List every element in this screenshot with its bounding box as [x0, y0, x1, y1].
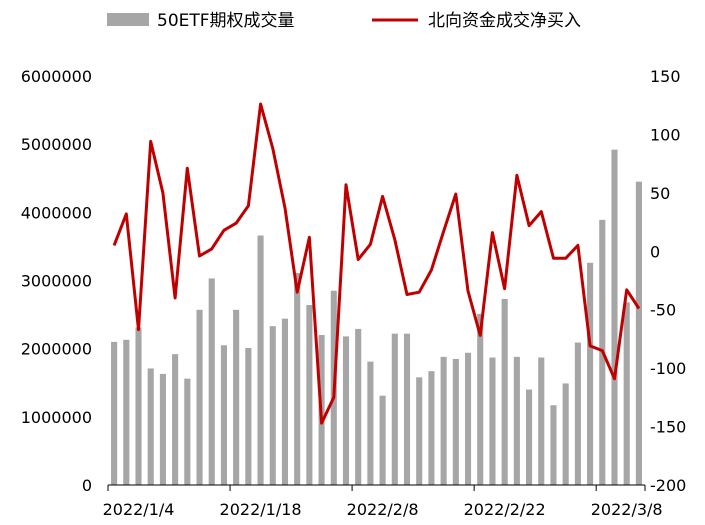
bar — [489, 357, 496, 485]
right-tick-label: -100 — [650, 359, 686, 378]
bar — [184, 378, 191, 485]
bar — [562, 383, 569, 485]
bar — [245, 347, 252, 485]
bar — [623, 302, 630, 485]
bar-series — [111, 149, 642, 486]
bar — [111, 341, 118, 485]
bar — [635, 181, 642, 486]
legend-bar-swatch — [107, 13, 149, 26]
bar — [159, 373, 166, 485]
x-tick-label: 2022/1/4 — [103, 500, 175, 519]
bar — [342, 336, 350, 485]
legend-line-label: 北向资金成交净买入 — [428, 11, 581, 31]
bar — [208, 278, 215, 485]
bar — [440, 356, 447, 485]
left-tick-label: 2000000 — [21, 340, 92, 359]
left-tick-label: 3000000 — [21, 272, 92, 291]
bar — [196, 309, 203, 485]
bar — [574, 342, 581, 485]
bar — [513, 356, 520, 485]
bar — [269, 326, 276, 485]
bar — [428, 371, 435, 485]
bar — [135, 327, 142, 485]
bar — [611, 149, 618, 485]
x-tick-label: 2022/2/8 — [347, 500, 419, 519]
left-tick-label: 4000000 — [21, 203, 92, 222]
bar — [477, 313, 484, 485]
right-tick-label: 150 — [650, 67, 681, 86]
bar — [294, 273, 301, 485]
bar — [391, 333, 398, 485]
line-series — [112, 102, 641, 425]
bar — [587, 262, 594, 485]
x-axis-ticks: 2022/1/4 2022/1/18 2022/2/8 2022/2/22 2022/3… — [103, 485, 663, 519]
bar — [452, 358, 459, 485]
right-tick-label: 50 — [650, 184, 670, 203]
right-tick-label: 0 — [650, 242, 660, 261]
bar — [306, 305, 313, 485]
bar — [416, 377, 423, 485]
bar — [147, 368, 154, 485]
left-tick-label: 0 — [82, 476, 92, 495]
left-tick-label: 1000000 — [21, 408, 92, 427]
bar — [123, 339, 130, 485]
bar — [281, 318, 289, 485]
right-tick-label: 100 — [650, 125, 681, 144]
x-tick-label: 2022/2/22 — [464, 500, 546, 519]
bar — [464, 352, 472, 485]
bar — [526, 389, 533, 485]
left-tick-label: 5000000 — [21, 135, 92, 154]
left-tick-label: 6000000 — [21, 67, 92, 86]
bar — [550, 405, 557, 485]
right-axis-ticks: -200 -150 -100 -50 0 50 100 150 — [650, 67, 686, 495]
x-tick-label: 2022/1/18 — [220, 500, 302, 519]
bar — [367, 361, 374, 485]
legend: 50ETF期权成交量 北向资金成交净买入 — [107, 11, 581, 31]
bar — [257, 235, 264, 485]
bar — [501, 298, 508, 485]
bar — [233, 309, 240, 485]
bar — [379, 395, 386, 485]
bar — [538, 357, 545, 485]
legend-bar-label: 50ETF期权成交量 — [157, 11, 295, 31]
bar — [220, 345, 227, 485]
x-tick-label: 2022/3/8 — [591, 500, 663, 519]
right-tick-label: -50 — [650, 301, 676, 320]
bar — [172, 354, 179, 485]
right-tick-label: -150 — [650, 418, 686, 437]
right-tick-label: -200 — [650, 476, 686, 495]
bar — [355, 328, 362, 485]
left-axis-ticks: 0 1000000 2000000 3000000 4000000 5000000 6000… — [21, 67, 92, 495]
bar — [403, 333, 411, 485]
